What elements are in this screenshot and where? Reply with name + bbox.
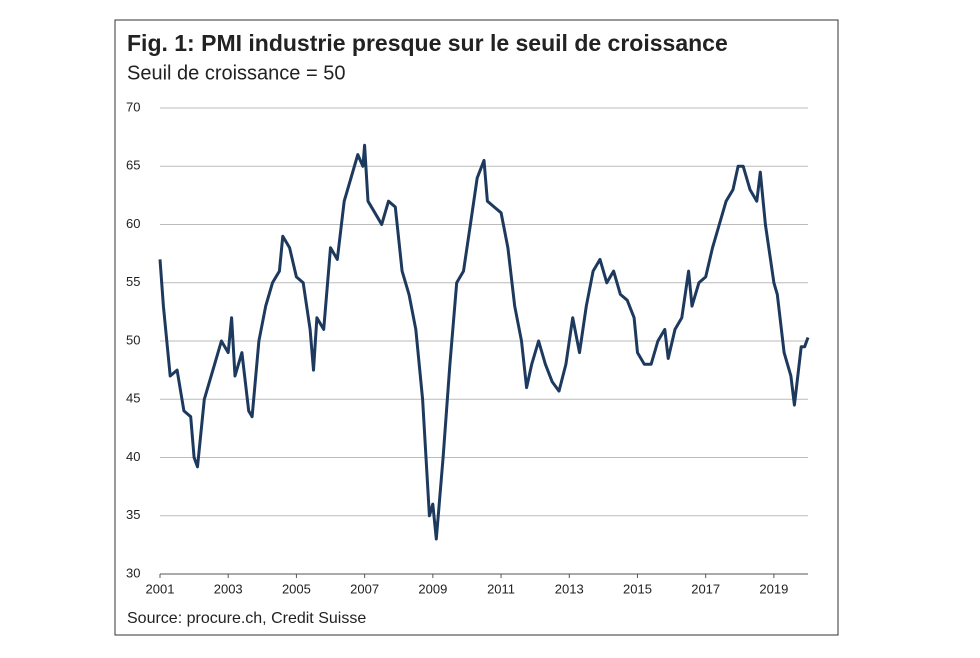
x-tick-label: 2003 bbox=[214, 581, 243, 596]
y-tick-label: 65 bbox=[126, 158, 140, 173]
source: Source: procure.ch, Credit Suisse bbox=[127, 610, 366, 627]
chart-title: Fig. 1: PMI industrie presque sur le seu… bbox=[127, 30, 728, 56]
y-tick-label: 60 bbox=[126, 216, 140, 231]
y-tick-label: 30 bbox=[126, 565, 140, 580]
x-tick-label: 2001 bbox=[146, 581, 175, 596]
x-tick-label: 2009 bbox=[418, 581, 447, 596]
y-tick-label: 45 bbox=[126, 391, 140, 406]
chart-subtitle: Seuil de croissance = 50 bbox=[127, 62, 345, 84]
x-tick-label: 2015 bbox=[623, 581, 652, 596]
y-tick-label: 35 bbox=[126, 507, 140, 522]
x-tick-label: 2017 bbox=[691, 581, 720, 596]
x-tick-label: 2007 bbox=[350, 581, 379, 596]
y-tick-label: 70 bbox=[126, 99, 140, 114]
frame bbox=[114, 19, 839, 636]
x-tick-label: 2011 bbox=[487, 581, 515, 596]
x-tick-label: 2013 bbox=[555, 581, 584, 596]
y-tick-label: 50 bbox=[126, 332, 140, 347]
data-line bbox=[158, 143, 810, 541]
x-tick-label: 2019 bbox=[759, 581, 788, 596]
y-tick-label: 40 bbox=[126, 449, 140, 464]
y-tick-label: 55 bbox=[126, 274, 140, 289]
x-tick-label: 2005 bbox=[282, 581, 311, 596]
